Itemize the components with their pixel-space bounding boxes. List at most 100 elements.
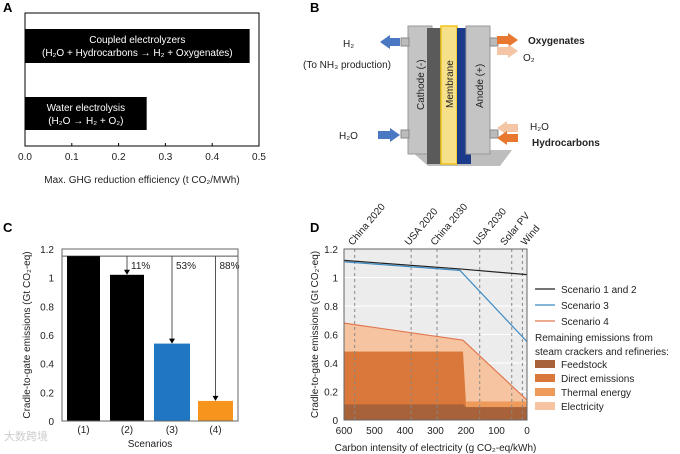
x-tick-label: (3) (166, 425, 178, 436)
legend-label: Scenario 1 and 2 (561, 285, 637, 296)
x-tick-label: 0.5 (252, 152, 266, 163)
y-axis-label: Cradle-to-gate emissions (Gt CO₂-eq) (310, 251, 321, 418)
x-tick-label: (1) (77, 425, 89, 436)
bar-(2) (110, 274, 144, 421)
anode-label: Anode (+) (475, 64, 486, 108)
cathode-plate (427, 28, 441, 164)
h2-out-arrow (380, 35, 400, 49)
reduction-label: 88% (220, 261, 240, 272)
panel-label-c: C (3, 220, 13, 235)
line-scenario-3 (343, 261, 528, 343)
arrowhead (124, 269, 130, 275)
bar-(4) (198, 400, 233, 421)
y-tick-label: 1.2 (40, 245, 54, 256)
y-tick-label: 0.4 (40, 360, 54, 371)
anode-block (465, 25, 491, 155)
plot-frame (343, 248, 528, 421)
y-tick-label: 0.4 (324, 359, 338, 370)
area-feedstock (344, 404, 527, 420)
o2-label: O₂ (523, 53, 535, 64)
port-h2o-in (400, 129, 410, 139)
port-anode-in (489, 129, 499, 139)
nh3-note: (To NH₃ production) (303, 60, 391, 71)
line-scenario-4 (343, 322, 528, 401)
reduction-label: 11% (131, 261, 150, 272)
line-scenario-1-and-2 (343, 259, 528, 276)
x-tick-label: 0.0 (18, 152, 32, 163)
x-tick-label: 0.3 (158, 152, 172, 163)
x-tick-label: 100 (488, 426, 505, 437)
x-tick-label: 500 (366, 426, 383, 437)
x-tick-label: 600 (336, 426, 353, 437)
area-direct-emissions (344, 351, 527, 420)
bar-0 (25, 29, 250, 63)
hydrocarbons-label: Hydrocarbons (532, 138, 600, 149)
h2o-left-label: H₂O (339, 131, 358, 142)
legend-swatch (535, 374, 555, 382)
legend-label: Scenario 3 (561, 301, 609, 312)
x-axis-label: Scenarios (128, 439, 172, 450)
chart-c: (1) (2) 11% (3) 53% (4) 88% 0 0.2 0.4 0.6 0.8 1 1.2 Sc… (22, 245, 240, 450)
legend-swatch (535, 402, 555, 410)
x-tick-label: (2) (121, 425, 133, 436)
x-tick-label: (4) (209, 425, 221, 436)
y-tick-label: 0.6 (40, 331, 54, 342)
watermark: 大数跨境 (4, 429, 48, 443)
y-tick-label: 0.2 (324, 388, 338, 399)
legend-label: Thermal energy (561, 388, 631, 399)
legend-swatch (535, 388, 555, 396)
x-tick-label: 0 (524, 426, 530, 437)
port-h2-out (400, 37, 410, 47)
x-tick-label: 200 (458, 426, 475, 437)
x-tick-label: 0.1 (65, 152, 79, 163)
panel-label-d: D (310, 220, 319, 235)
bar-1 (25, 97, 147, 130)
arrowhead (212, 395, 219, 401)
y-tick-label: 0 (48, 417, 54, 428)
bar-label: Water electrolysis (47, 103, 126, 114)
arrowhead (169, 338, 175, 344)
oxygenates-label: Oxygenates (528, 36, 585, 47)
x-tick-label: 0.2 (112, 152, 126, 163)
reduction-label: 53% (176, 261, 196, 272)
y-tick-label: 1 (332, 274, 338, 285)
legend-label: Direct emissions (561, 374, 634, 385)
legend-label: Feedstock (561, 360, 608, 371)
bar-label: Coupled electrolyzers (89, 35, 185, 46)
hydrocarbons-in-arrow (497, 131, 518, 145)
bar-label: (H₂O + Hydrocarbons → H₂ + Oxygenates) (42, 48, 233, 59)
h2-label: H₂ (343, 39, 354, 50)
x-axis-label: Max. GHG reduction efficiency (t CO₂/MWh… (44, 175, 239, 186)
legend-label: Electricity (561, 402, 604, 413)
o2-out-arrow (497, 44, 518, 58)
h2o-right-label: H₂O (530, 122, 549, 133)
reference-label: China 2020 (347, 201, 389, 248)
panel-label-b: B (310, 0, 319, 15)
y-axis-label: Cradle-to-gate emissions (Gt CO₂-eq) (22, 251, 33, 418)
cathode-label: Cathode (-) (416, 59, 427, 110)
legend-heading: Remaining emissions from (535, 333, 653, 344)
legend-label: Scenario 4 (561, 317, 609, 328)
membrane-label: Membrane (445, 60, 456, 108)
y-tick-label: 0.8 (40, 302, 54, 313)
h2o-in-arrow (378, 128, 400, 142)
bar-(3) (154, 343, 190, 421)
panel-label-a: A (3, 0, 13, 15)
oxygenates-out-arrow (497, 33, 518, 47)
electrolyzer-diagram: Cathode (-) Membrane Anode (+) H₂ (To NH… (303, 25, 600, 166)
y-tick-label: 1.2 (324, 245, 338, 256)
y-tick-label: 0 (332, 416, 338, 427)
plot-frame (61, 248, 239, 422)
legend-heading: steam crackers and refineries: (535, 347, 669, 358)
x-axis-label: Carbon intensity of electricity (g CO₂-e… (335, 443, 537, 454)
y-tick-label: 1 (48, 274, 54, 285)
legend-swatch (535, 360, 555, 368)
x-tick-label: 300 (427, 426, 444, 437)
x-tick-label: 0.4 (205, 152, 219, 163)
y-tick-label: 0.2 (40, 388, 54, 399)
bar-(1) (67, 256, 100, 421)
reference-label: China 2030 (429, 201, 471, 248)
y-tick-label: 0.8 (324, 302, 338, 313)
